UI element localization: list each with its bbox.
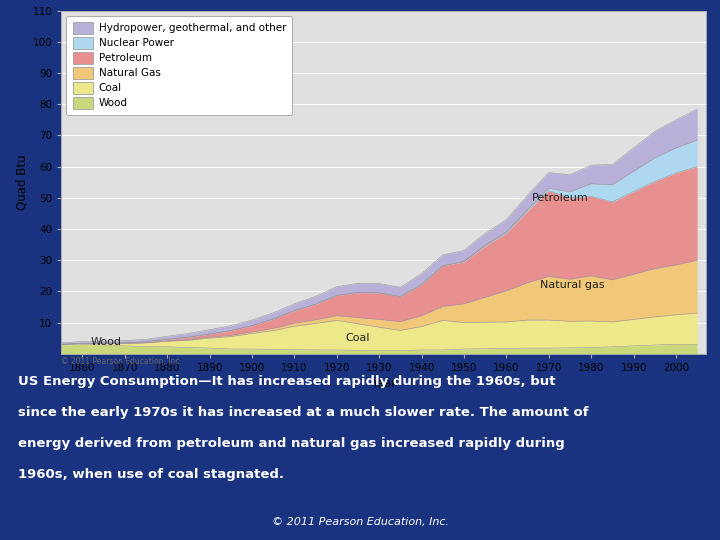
Text: © 2011 Pearson Education, Inc.: © 2011 Pearson Education, Inc. (61, 357, 182, 367)
Text: since the early 1970s it has increased at a much slower rate. The amount of: since the early 1970s it has increased a… (18, 406, 589, 419)
Text: Wood: Wood (91, 337, 122, 347)
Text: © 2011 Pearson Education, Inc.: © 2011 Pearson Education, Inc. (271, 516, 449, 526)
Text: Coal: Coal (346, 333, 370, 343)
Text: 1960s, when use of coal stagnated.: 1960s, when use of coal stagnated. (18, 468, 284, 481)
X-axis label: Year: Year (371, 377, 396, 390)
Legend: Hydropower, geothermal, and other, Nuclear Power, Petroleum, Natural Gas, Coal, : Hydropower, geothermal, and other, Nucle… (66, 16, 292, 115)
Text: energy derived from petroleum and natural gas increased rapidly during: energy derived from petroleum and natura… (18, 437, 564, 450)
Y-axis label: Quad Btu: Quad Btu (15, 154, 28, 210)
Text: US Energy Consumption—It has increased rapidly during the 1960s, but: US Energy Consumption—It has increased r… (18, 375, 556, 388)
Text: Natural gas: Natural gas (540, 280, 605, 290)
Text: Petroleum: Petroleum (532, 193, 588, 203)
